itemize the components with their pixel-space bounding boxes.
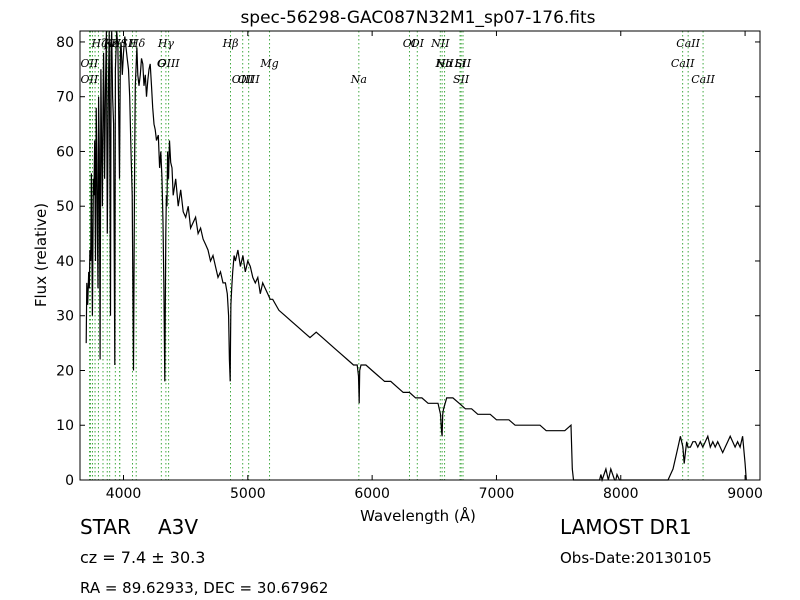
line-label-18: Hα (435, 57, 454, 70)
x-tick-label-0: 4000 (106, 486, 142, 502)
line-label-12: Hβ (222, 37, 239, 50)
chart-title: spec-56298-GAC087N32M1_sp07-176.fits (240, 8, 595, 28)
y-tick-label-2: 20 (56, 363, 74, 379)
x-tick-label-1: 5000 (230, 486, 266, 502)
line-label-14: Mg (259, 57, 278, 70)
line-label-1: OII (80, 57, 98, 70)
y-tick-label-4: 40 (56, 254, 74, 270)
y-tick-label-7: 70 (56, 90, 74, 106)
line-label-20: NII (430, 37, 450, 50)
line-label-15: Na (350, 73, 367, 86)
x-tick-label-2: 6000 (354, 486, 390, 502)
x-tick-label-5: 9000 (727, 486, 763, 502)
line-label-25: CaII (671, 57, 695, 70)
line-label-8: OIII (158, 57, 181, 70)
line-label-22: NII (434, 57, 454, 70)
line-label-13: OIII (232, 73, 255, 86)
coordinates: RA = 89.62933, DEC = 30.67962 (80, 579, 329, 597)
line-label-17: OI (411, 37, 425, 50)
line-label-2: OII (80, 73, 98, 86)
line-label-6: Hδ (128, 37, 146, 50)
y-tick-label-3: 30 (56, 309, 74, 325)
line-label-24: CaII (676, 37, 700, 50)
object-class: STAR (80, 515, 131, 539)
y-tick-label-0: 0 (65, 473, 74, 489)
redshift-cz: cz = 7.4 ± 30.3 (80, 548, 206, 567)
line-label-21: Li (454, 57, 466, 70)
object-subclass: A3V (158, 515, 199, 539)
line-label-10: G (157, 57, 166, 70)
line-label-0: Hζ (90, 37, 108, 50)
line-label-19: SII (453, 73, 470, 86)
y-axis: 0 10 20 30 40 50 60 70 80 (56, 35, 760, 489)
y-tick-label-1: 10 (56, 418, 74, 434)
observation-date: Obs-Date:20130105 (560, 549, 712, 567)
emission-line-markers (89, 31, 704, 480)
line-label-16: OI (403, 37, 417, 50)
x-tick-label-3: 7000 (479, 486, 515, 502)
line-label-26: CaII (691, 73, 715, 86)
plot-frame (79, 30, 761, 481)
line-label-11: OIII (238, 73, 261, 86)
y-tick-label-6: 60 (56, 144, 74, 160)
x-axis-label: Wavelength (Å) (360, 506, 476, 525)
spectrum-line (85, 30, 747, 483)
line-label-9: Hγ (157, 37, 175, 50)
y-tick-label-5: 50 (56, 199, 74, 215)
survey-name: LAMOST DR1 (560, 515, 692, 539)
x-axis: 4000 5000 6000 7000 8000 9000 (106, 31, 763, 502)
y-tick-label-8: 80 (56, 35, 74, 51)
line-label-7: SII (120, 37, 137, 50)
y-axis-label: Flux (relative) (32, 203, 50, 307)
line-label-23: SII (455, 57, 472, 70)
x-tick-label-4: 8000 (603, 486, 639, 502)
